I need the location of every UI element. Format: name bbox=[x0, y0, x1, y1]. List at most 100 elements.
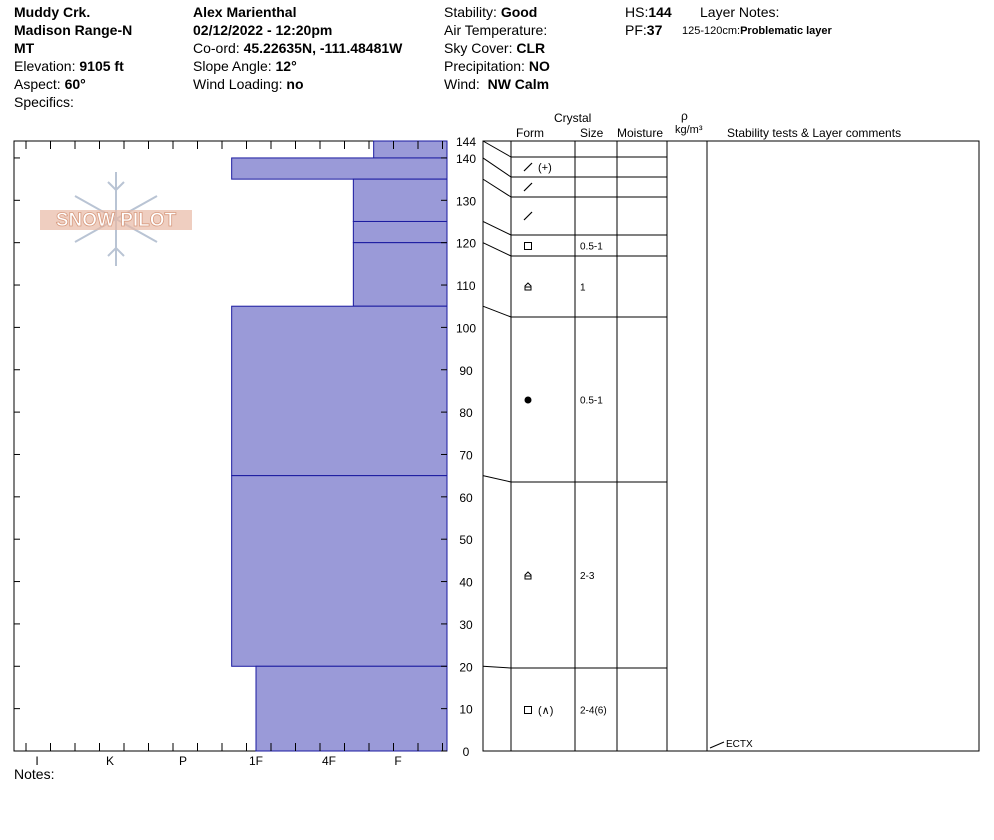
layer-connector bbox=[482, 242, 512, 257]
hardness-bar bbox=[231, 305, 448, 477]
observation-datetime: 02/12/2022 - 12:20pm bbox=[193, 22, 333, 38]
height-tick-label: 140 bbox=[456, 152, 476, 166]
height-tick-label: 120 bbox=[456, 237, 476, 251]
layer-connector bbox=[482, 221, 512, 236]
height-tick-label: 70 bbox=[459, 448, 473, 462]
aspect-field: Aspect: 60° bbox=[14, 76, 86, 93]
layer-connector bbox=[482, 665, 512, 669]
precipitation-particles-icon bbox=[523, 182, 533, 192]
secondary-form-rounded-icon: (+) bbox=[538, 162, 552, 174]
height-tick-label: 0 bbox=[463, 745, 470, 759]
moisture-header: Moisture bbox=[617, 126, 664, 140]
depth-hoar-icon bbox=[524, 282, 532, 291]
hardness-tick-label: 1F bbox=[249, 754, 263, 768]
snowpilot-logo: SNOW PILOT bbox=[40, 172, 192, 266]
height-tick-label: 50 bbox=[459, 533, 473, 547]
form-header: Form bbox=[516, 126, 544, 140]
hs-field: HS:144 bbox=[625, 4, 672, 21]
pf-value: 37 bbox=[646, 22, 663, 38]
stability-test-pointer bbox=[709, 741, 725, 749]
crystal-size-value: 1 bbox=[580, 283, 586, 294]
layer-connector bbox=[482, 140, 512, 158]
layer-connector bbox=[482, 178, 512, 198]
hardness-bar bbox=[352, 242, 448, 307]
hardness-tick-label: F bbox=[394, 754, 401, 768]
crystal-size-value: 0.5-1 bbox=[580, 396, 603, 407]
sky-label: Sky Cover: bbox=[444, 40, 513, 56]
crystal-size-value: 2-3 bbox=[580, 571, 595, 582]
rho-header: ρ bbox=[681, 109, 688, 123]
height-tick-label: 20 bbox=[459, 660, 473, 674]
precip-label: Precipitation: bbox=[444, 58, 525, 74]
pf-field: PF:37 bbox=[625, 22, 662, 39]
layer-table-frame bbox=[482, 140, 980, 752]
size-header: Size bbox=[580, 126, 604, 140]
hardness-bar bbox=[373, 140, 448, 159]
height-tick-label: 60 bbox=[459, 491, 473, 505]
hardness-bar bbox=[231, 475, 448, 667]
hardness-bar bbox=[352, 220, 448, 244]
hardness-tick-label: I bbox=[35, 754, 38, 768]
notes-label: Notes: bbox=[14, 766, 55, 782]
precip-field: Precipitation: NO bbox=[444, 58, 550, 75]
location-state: MT bbox=[14, 40, 35, 56]
elevation-value: 9105 ft bbox=[79, 58, 124, 74]
crystal-header: Crystal bbox=[554, 111, 592, 125]
depth-hoar-icon bbox=[524, 571, 532, 580]
aspect-label: Aspect: bbox=[14, 76, 61, 92]
hardness-bar bbox=[255, 665, 448, 752]
location-range: Madison Range-N bbox=[14, 22, 133, 38]
comments-header: Stability tests & Layer comments bbox=[727, 126, 902, 140]
hs-label: HS: bbox=[625, 4, 649, 20]
height-tick-label: 130 bbox=[456, 194, 476, 208]
precipitation-particles-icon bbox=[523, 211, 533, 221]
observer-name: Alex Marienthal bbox=[193, 4, 297, 20]
layer-connector bbox=[482, 157, 512, 178]
aspect-value: 60° bbox=[64, 76, 86, 92]
height-tick-label: 100 bbox=[456, 321, 476, 335]
slope-value: 12° bbox=[275, 58, 297, 74]
hardness-bar bbox=[231, 157, 448, 180]
wind-value: NW Calm bbox=[487, 76, 550, 92]
hs-value: 144 bbox=[648, 4, 672, 20]
wind-loading-label: Wind Loading: bbox=[193, 76, 283, 92]
logo-text: SNOW PILOT bbox=[56, 210, 177, 231]
height-tick-label: 110 bbox=[456, 279, 475, 293]
coord-value: 45.22635N, -111.48481W bbox=[243, 40, 403, 56]
wind-field: Wind: NW Calm bbox=[444, 76, 549, 93]
layer-notes-label: Layer Notes: bbox=[700, 4, 780, 20]
faceted-crystal-icon bbox=[524, 242, 532, 250]
hardness-tick-label: 4F bbox=[322, 754, 336, 768]
slope-label: Slope Angle: bbox=[193, 58, 272, 74]
coord-label: Co-ord: bbox=[193, 40, 240, 56]
faceted-crystal-icon bbox=[524, 706, 532, 714]
wind-loading-value: no bbox=[286, 76, 304, 92]
coord-field: Co-ord: 45.22635N, -111.48481W bbox=[193, 40, 402, 57]
height-tick-label: 80 bbox=[459, 406, 473, 420]
rounded-grain-icon bbox=[524, 396, 532, 404]
layer-note-text: Problematic layer bbox=[740, 25, 832, 37]
height-tick-label: 90 bbox=[459, 364, 473, 378]
wind-label: Wind: bbox=[444, 76, 480, 92]
stability-value: Good bbox=[500, 4, 538, 20]
height-tick-label: 40 bbox=[459, 576, 473, 590]
height-tick-label: 30 bbox=[459, 618, 473, 632]
wind-loading-field: Wind Loading: no bbox=[193, 76, 304, 93]
hardness-tick-label: P bbox=[179, 754, 187, 768]
layer-connector bbox=[482, 475, 512, 483]
pf-label: PF: bbox=[625, 22, 647, 38]
slope-field: Slope Angle: 12° bbox=[193, 58, 297, 75]
crystal-size-value: 2-4(6) bbox=[580, 706, 607, 717]
precipitation-particles-icon bbox=[523, 162, 533, 172]
sky-field: Sky Cover: CLR bbox=[444, 40, 545, 57]
layer-note: 125-120cm:Problematic layer bbox=[682, 23, 832, 40]
stability-test-label: ECTX bbox=[726, 739, 753, 750]
secondary-form-depth-hoar-icon: (∧) bbox=[538, 705, 553, 717]
stability-field: Stability: Good bbox=[444, 4, 537, 21]
hardness-tick-label: K bbox=[106, 754, 114, 768]
height-tick-label: 144 bbox=[456, 135, 476, 149]
specifics-label: Specifics: bbox=[14, 94, 74, 110]
height-tick-label: 10 bbox=[459, 703, 473, 717]
density-unit-header: kg/m³ bbox=[675, 124, 703, 136]
